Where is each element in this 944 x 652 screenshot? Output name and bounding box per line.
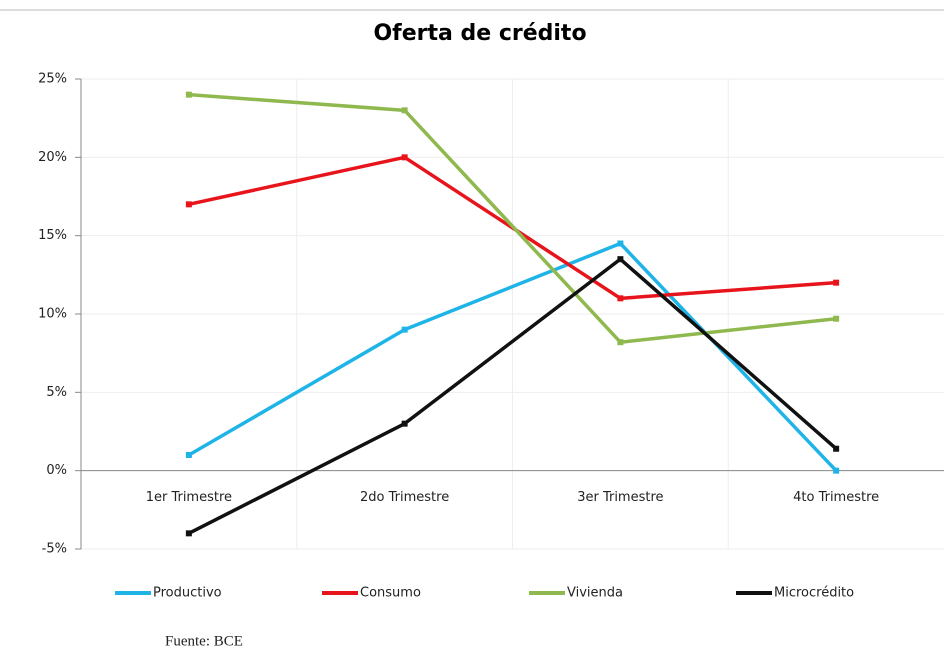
point-marker [185,201,192,208]
y-tick-label: 25% [38,72,67,87]
y-tick-label: 5% [46,385,67,400]
point-marker [401,154,408,161]
x-tick-label: 4to Trimestre [793,490,879,505]
y-tick-label: 10% [38,307,67,322]
point-marker [617,339,624,346]
point-marker [833,315,840,322]
source-note: Fuente: BCE [165,633,243,649]
series-line [187,241,838,472]
point-marker [401,326,408,333]
series-line [188,257,838,535]
legend-label: Vivienda [567,586,623,601]
point-marker [617,295,624,302]
chart-title: Oferta de crédito [373,21,586,46]
x-tick-label: 2do Trimestre [360,490,449,505]
point-marker [617,240,624,247]
point-marker [833,445,840,452]
y-tick-label: 15% [38,228,67,243]
y-tick-label: -5% [42,542,67,557]
y-tick-label: 20% [38,150,67,165]
series-line [188,92,837,344]
point-marker [833,467,840,474]
point-marker [185,452,192,458]
point-marker [185,530,192,537]
y-tick-label: 0% [46,463,67,478]
legend-label: Microcrédito [774,586,854,601]
x-tick-label: 3er Trimestre [577,490,663,505]
x-tick-label: 1er Trimestre [146,490,232,505]
point-marker [185,91,192,98]
legend-label: Consumo [360,586,421,601]
legend-label: Productivo [153,586,222,601]
point-marker [401,420,408,427]
point-marker [401,107,408,114]
point-marker [617,256,624,263]
point-marker [833,279,840,286]
